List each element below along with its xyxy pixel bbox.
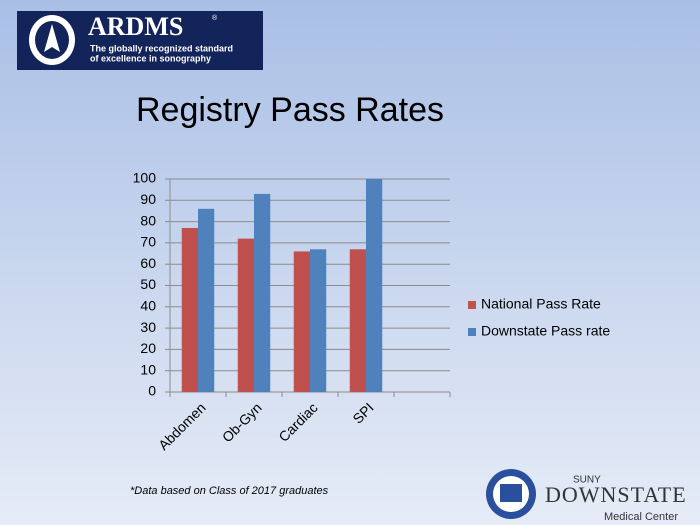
bar xyxy=(310,249,327,392)
y-tick-label: 10 xyxy=(140,361,156,377)
x-tick-label: SPI xyxy=(349,399,376,426)
bar xyxy=(366,179,383,392)
bar xyxy=(237,238,254,392)
y-tick-label: 60 xyxy=(140,255,156,271)
chart-title: Registry Pass Rates xyxy=(136,91,444,129)
y-tick-label: 80 xyxy=(140,212,156,228)
y-tick-label: 100 xyxy=(133,170,157,186)
bar xyxy=(254,193,271,392)
x-tick-label: Ob-Gyn xyxy=(219,399,265,445)
y-tick-label: 30 xyxy=(140,319,156,335)
x-tick-label: Cardiac xyxy=(275,399,320,444)
ardms-tagline: of excellence in sonography xyxy=(90,53,211,63)
y-tick-label: 0 xyxy=(148,383,156,399)
x-tick-label: Abdomen xyxy=(155,399,209,453)
legend-label: Downstate Pass rate xyxy=(481,323,610,339)
ardms-name: ARDMS xyxy=(88,12,183,41)
legend-swatch xyxy=(468,328,476,336)
legend-swatch xyxy=(468,301,476,309)
ardms-tagline: The globally recognized standard xyxy=(90,43,233,53)
downstate-name: DOWNSTATE xyxy=(545,482,687,507)
suny-seal-building xyxy=(500,484,522,502)
downstate-sub: Medical Center xyxy=(604,511,678,523)
footnote: *Data based on Class of 2017 graduates xyxy=(130,485,329,497)
bar xyxy=(293,251,310,392)
bar xyxy=(198,208,215,392)
bar xyxy=(181,227,198,392)
y-tick-label: 50 xyxy=(140,276,156,292)
y-tick-label: 90 xyxy=(140,191,156,207)
y-tick-label: 70 xyxy=(140,234,156,250)
suny-small: SUNY xyxy=(573,475,601,486)
legend-label: National Pass Rate xyxy=(481,296,601,312)
y-tick-label: 40 xyxy=(140,298,156,314)
bar xyxy=(349,249,366,392)
ardms-emblem-figure xyxy=(44,24,60,52)
y-tick-label: 20 xyxy=(140,340,156,356)
ardms-mark: ® xyxy=(212,14,218,22)
